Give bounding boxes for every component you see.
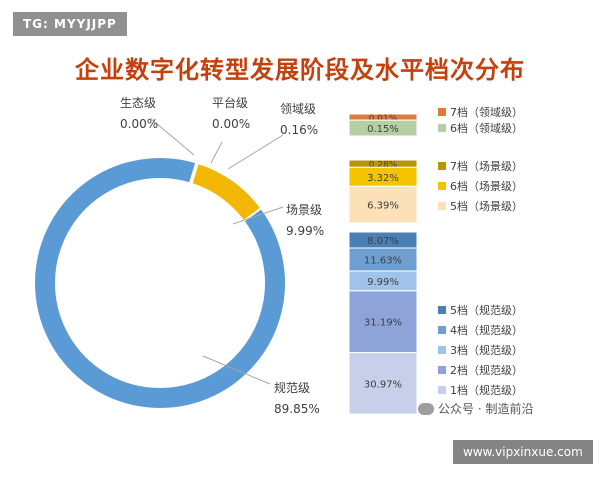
legend-swatch [438,386,446,394]
legend-label: 7档（领域级） [450,105,523,119]
legend-label: 1档（规范级） [450,383,523,397]
watermark-bottom: www.vipxinxue.com [453,440,593,464]
slice-label: 平台级 [212,95,248,110]
leader-line [210,141,223,164]
segment-label: 8.07% [367,236,399,247]
legend-swatch [438,202,446,210]
segment-label: 6.39% [367,201,399,212]
donut-separator [188,161,199,185]
legend-label: 6档（领域级） [450,121,523,135]
stack-segment [348,119,418,137]
segment-label: 3.32% [367,173,399,184]
stack-segment [348,352,418,415]
slice-label: 生态级 [120,96,156,110]
legend-label: 5档（规范级） [450,303,523,317]
legend-label: 2档（规范级） [450,363,523,377]
watermark-top: TG: MYYJJPP [13,12,127,36]
leader-line [202,355,271,385]
slice-value: 0.00% [212,117,250,131]
slice-label: 场景级 [286,203,322,217]
legend-swatch [438,124,446,132]
legend-swatch [438,346,446,354]
legend-swatch [438,366,446,374]
slice-value: 9.99% [286,224,324,238]
segment-label: 30.97% [364,379,402,390]
legend-swatch [438,326,446,334]
legend-swatch [438,108,446,116]
legend-label: 3档（规范级） [450,343,523,357]
wechat-credit-text: 公众号 · 制造前沿 [438,402,534,416]
segment-label: 0.01% [369,114,398,124]
slice-label: 规范级 [274,380,310,395]
segment-label: 0.28% [369,161,398,171]
segment-label: 31.19% [364,318,402,329]
legend-swatch [438,182,446,190]
legend-label: 7档（场景级） [450,159,523,173]
stack-segment [348,290,418,354]
slice-value: 0.00% [120,117,158,131]
slice-value: 0.16% [280,123,318,137]
leader-line [149,117,195,156]
wechat-credit: 公众号 · 制造前沿 [418,400,533,417]
leader-line [227,134,284,170]
wechat-icon [418,402,434,415]
donut-slice [33,156,287,410]
legend-label: 6档（场景级） [450,179,523,193]
legend-label: 5档（场景级） [450,199,523,213]
donut-slice [190,161,263,223]
legend-label: 4档（规范级） [450,323,523,337]
chart-title: 企业数字化转型发展阶段及水平档次分布 [75,56,525,84]
segment-label: 9.99% [367,277,399,288]
segment-label: 11.63% [364,256,402,267]
legend-swatch [438,306,446,314]
slice-label: 领域级 [280,102,316,116]
segment-label: 0.15% [367,124,399,135]
slice-value: 89.85% [274,402,320,416]
leader-line [232,206,284,225]
legend-swatch [438,162,446,170]
stack-segment [348,185,418,224]
